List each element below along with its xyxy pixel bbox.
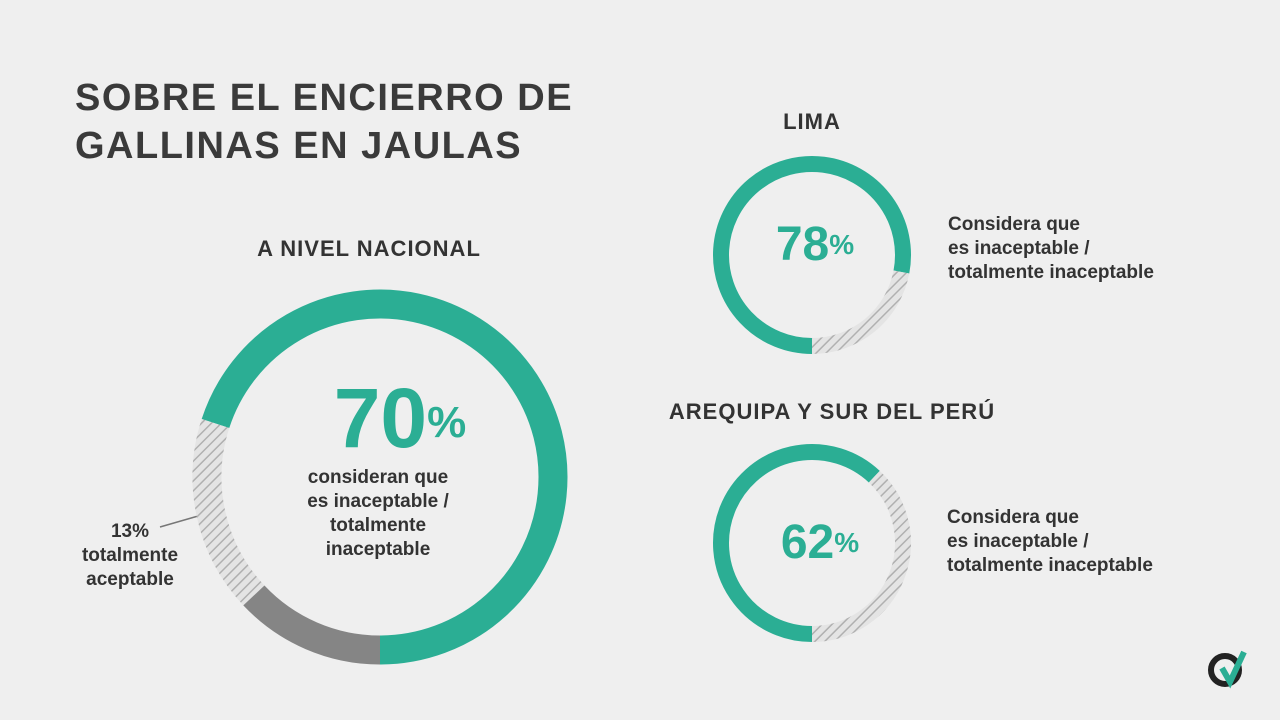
value-label: 62% [781,516,859,569]
value-label: 70% [334,371,467,465]
chart-title: AREQUIPA Y SUR DEL PERÚ [668,399,996,424]
donut-segment [243,585,381,665]
side-value-label: 13% [110,521,150,542]
category-label: Considera que es inaceptable / totalment… [948,214,1154,283]
chart-title: LIMA [783,109,841,134]
logo [1208,650,1247,689]
donut-segment [192,419,265,606]
donut-segment [713,156,911,354]
donut-segment [201,289,568,665]
donut-segment [811,270,910,354]
chart-title: A NIVEL NACIONAL [257,236,481,261]
value-label: 78% [776,218,854,271]
donut-segment [713,444,880,642]
page-title: SOBRE EL ENCIERRO DE GALLINAS EN JAULAS [75,77,574,167]
donut-segment [811,470,911,642]
category-label: consideran que es inaceptable / totalmen… [307,467,449,560]
category-label: Considera que es inaceptable / totalment… [947,507,1153,576]
side-category-label: totalmente aceptable [81,545,179,590]
